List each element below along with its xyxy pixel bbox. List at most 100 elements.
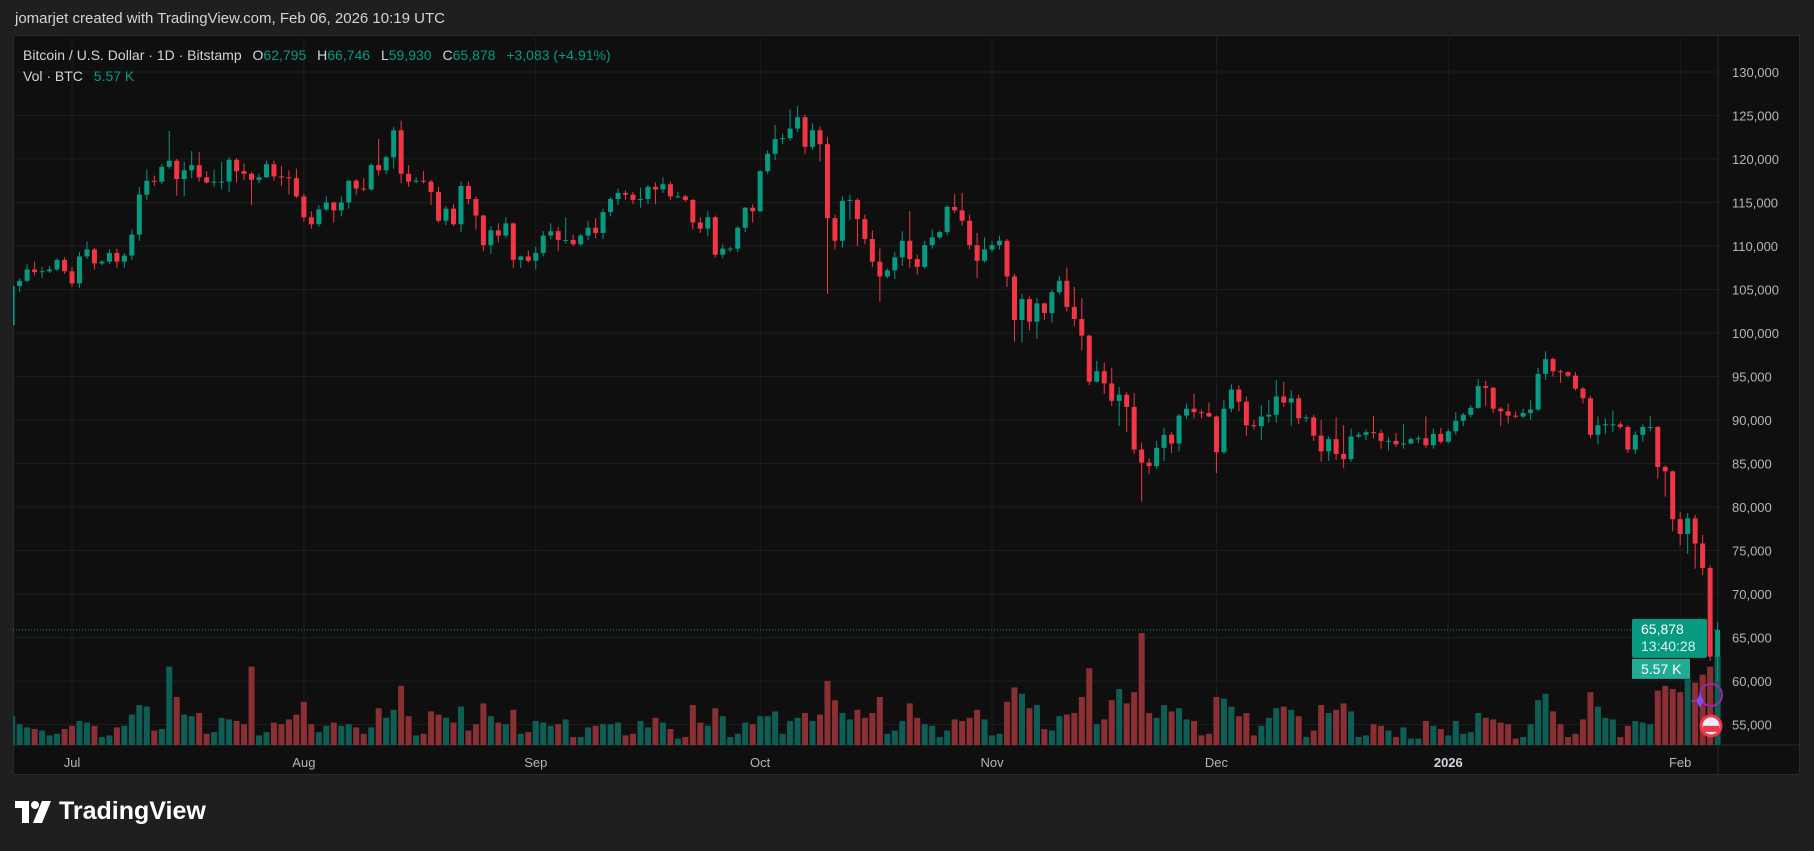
candle-body[interactable]: [615, 192, 621, 200]
candle-body[interactable]: [787, 128, 793, 139]
candle-body[interactable]: [331, 202, 337, 211]
candle-body[interactable]: [1139, 449, 1145, 463]
candle-body[interactable]: [1460, 414, 1466, 421]
candle-body[interactable]: [1617, 424, 1623, 427]
candle-body[interactable]: [982, 249, 988, 261]
candle-body[interactable]: [1154, 447, 1160, 467]
candle-body[interactable]: [398, 130, 404, 174]
candle-body[interactable]: [1438, 433, 1444, 442]
candle-body[interactable]: [1086, 335, 1092, 382]
candle-body[interactable]: [548, 231, 554, 236]
candle-body[interactable]: [91, 249, 97, 264]
candle-body[interactable]: [660, 184, 666, 190]
candle-body[interactable]: [1423, 438, 1429, 446]
candle-body[interactable]: [376, 165, 382, 171]
candle-body[interactable]: [301, 196, 307, 218]
candle-body[interactable]: [286, 177, 292, 179]
candle-body[interactable]: [690, 199, 696, 223]
candle-body[interactable]: [1311, 417, 1317, 436]
candle-body[interactable]: [1341, 453, 1347, 460]
candle-body[interactable]: [795, 117, 801, 129]
candle-body[interactable]: [585, 227, 591, 236]
candle-body[interactable]: [69, 271, 75, 284]
candle-body[interactable]: [1251, 425, 1257, 427]
candle-body[interactable]: [1109, 383, 1115, 401]
candle-body[interactable]: [62, 259, 68, 272]
candle-body[interactable]: [1161, 434, 1167, 448]
candle-body[interactable]: [989, 245, 995, 250]
candle-body[interactable]: [32, 269, 38, 273]
candle-body[interactable]: [1176, 415, 1182, 444]
candle-body[interactable]: [189, 165, 195, 171]
candle-body[interactable]: [226, 159, 232, 182]
candle-body[interactable]: [1692, 518, 1698, 544]
candle-body[interactable]: [1670, 471, 1676, 520]
candle-body[interactable]: [1385, 440, 1391, 442]
candle-body[interactable]: [854, 199, 860, 220]
candle-body[interactable]: [652, 186, 658, 190]
candle-body[interactable]: [181, 170, 187, 180]
candle-body[interactable]: [249, 173, 255, 180]
price-chart[interactable]: 130,000 125,000 120,000 115,000 110,000 105,0…: [13, 35, 1800, 775]
candle-body[interactable]: [742, 207, 748, 228]
candle-body[interactable]: [443, 208, 449, 221]
candle-body[interactable]: [368, 165, 374, 190]
candle-body[interactable]: [234, 159, 240, 172]
candle-body[interactable]: [1498, 408, 1504, 412]
candle-body[interactable]: [563, 239, 569, 241]
candle-body[interactable]: [1228, 389, 1234, 409]
candle-body[interactable]: [1647, 426, 1653, 428]
candle-body[interactable]: [121, 255, 127, 262]
candle-body[interactable]: [99, 261, 105, 264]
candle-body[interactable]: [1206, 413, 1212, 417]
candle-body[interactable]: [1049, 292, 1055, 313]
candle-body[interactable]: [1393, 440, 1399, 445]
candle-body[interactable]: [937, 232, 943, 238]
candle-body[interactable]: [510, 223, 516, 260]
candle-body[interactable]: [1715, 629, 1721, 657]
candle-body[interactable]: [630, 194, 636, 200]
candle-body[interactable]: [1528, 409, 1534, 414]
candle-body[interactable]: [1378, 433, 1384, 441]
candle-body[interactable]: [1430, 433, 1436, 446]
candle-body[interactable]: [293, 178, 299, 197]
candle-body[interactable]: [1266, 414, 1272, 417]
candle-body[interactable]: [151, 180, 157, 182]
candle-body[interactable]: [1326, 439, 1332, 452]
candle-body[interactable]: [204, 177, 210, 183]
candle-body[interactable]: [869, 239, 875, 262]
candle-body[interactable]: [39, 271, 45, 273]
candle-body[interactable]: [600, 212, 606, 233]
candle-body[interactable]: [503, 223, 509, 236]
candle-body[interactable]: [383, 157, 389, 171]
candle-body[interactable]: [824, 144, 830, 219]
candle-body[interactable]: [967, 220, 973, 246]
candle-body[interactable]: [727, 248, 733, 250]
candle-body[interactable]: [1520, 413, 1526, 417]
symbol-title[interactable]: Bitcoin / U.S. Dollar · 1D · Bitstamp: [23, 47, 242, 63]
candle-body[interactable]: [1243, 401, 1249, 426]
candle-body[interactable]: [1558, 371, 1564, 373]
candle-body[interactable]: [1041, 303, 1047, 313]
candle-body[interactable]: [1198, 412, 1204, 414]
candle-body[interactable]: [256, 177, 262, 180]
candle-body[interactable]: [1625, 426, 1631, 450]
candle-body[interactable]: [1064, 280, 1070, 307]
candle-body[interactable]: [1079, 319, 1085, 336]
candle-body[interactable]: [136, 194, 142, 235]
candle-body[interactable]: [76, 256, 82, 284]
candle-body[interactable]: [129, 234, 135, 256]
candle-body[interactable]: [720, 248, 726, 255]
candle-body[interactable]: [750, 207, 756, 212]
candle-body[interactable]: [1662, 466, 1668, 472]
candle-body[interactable]: [17, 280, 23, 287]
candle-body[interactable]: [1535, 373, 1541, 410]
candle-body[interactable]: [1408, 439, 1414, 444]
candle-body[interactable]: [540, 235, 546, 253]
candle-body[interactable]: [772, 138, 778, 154]
candle-body[interactable]: [525, 256, 531, 261]
candle-body[interactable]: [1505, 411, 1511, 416]
candle-body[interactable]: [428, 181, 434, 193]
candle-body[interactable]: [488, 230, 494, 246]
candle-body[interactable]: [1453, 420, 1459, 432]
